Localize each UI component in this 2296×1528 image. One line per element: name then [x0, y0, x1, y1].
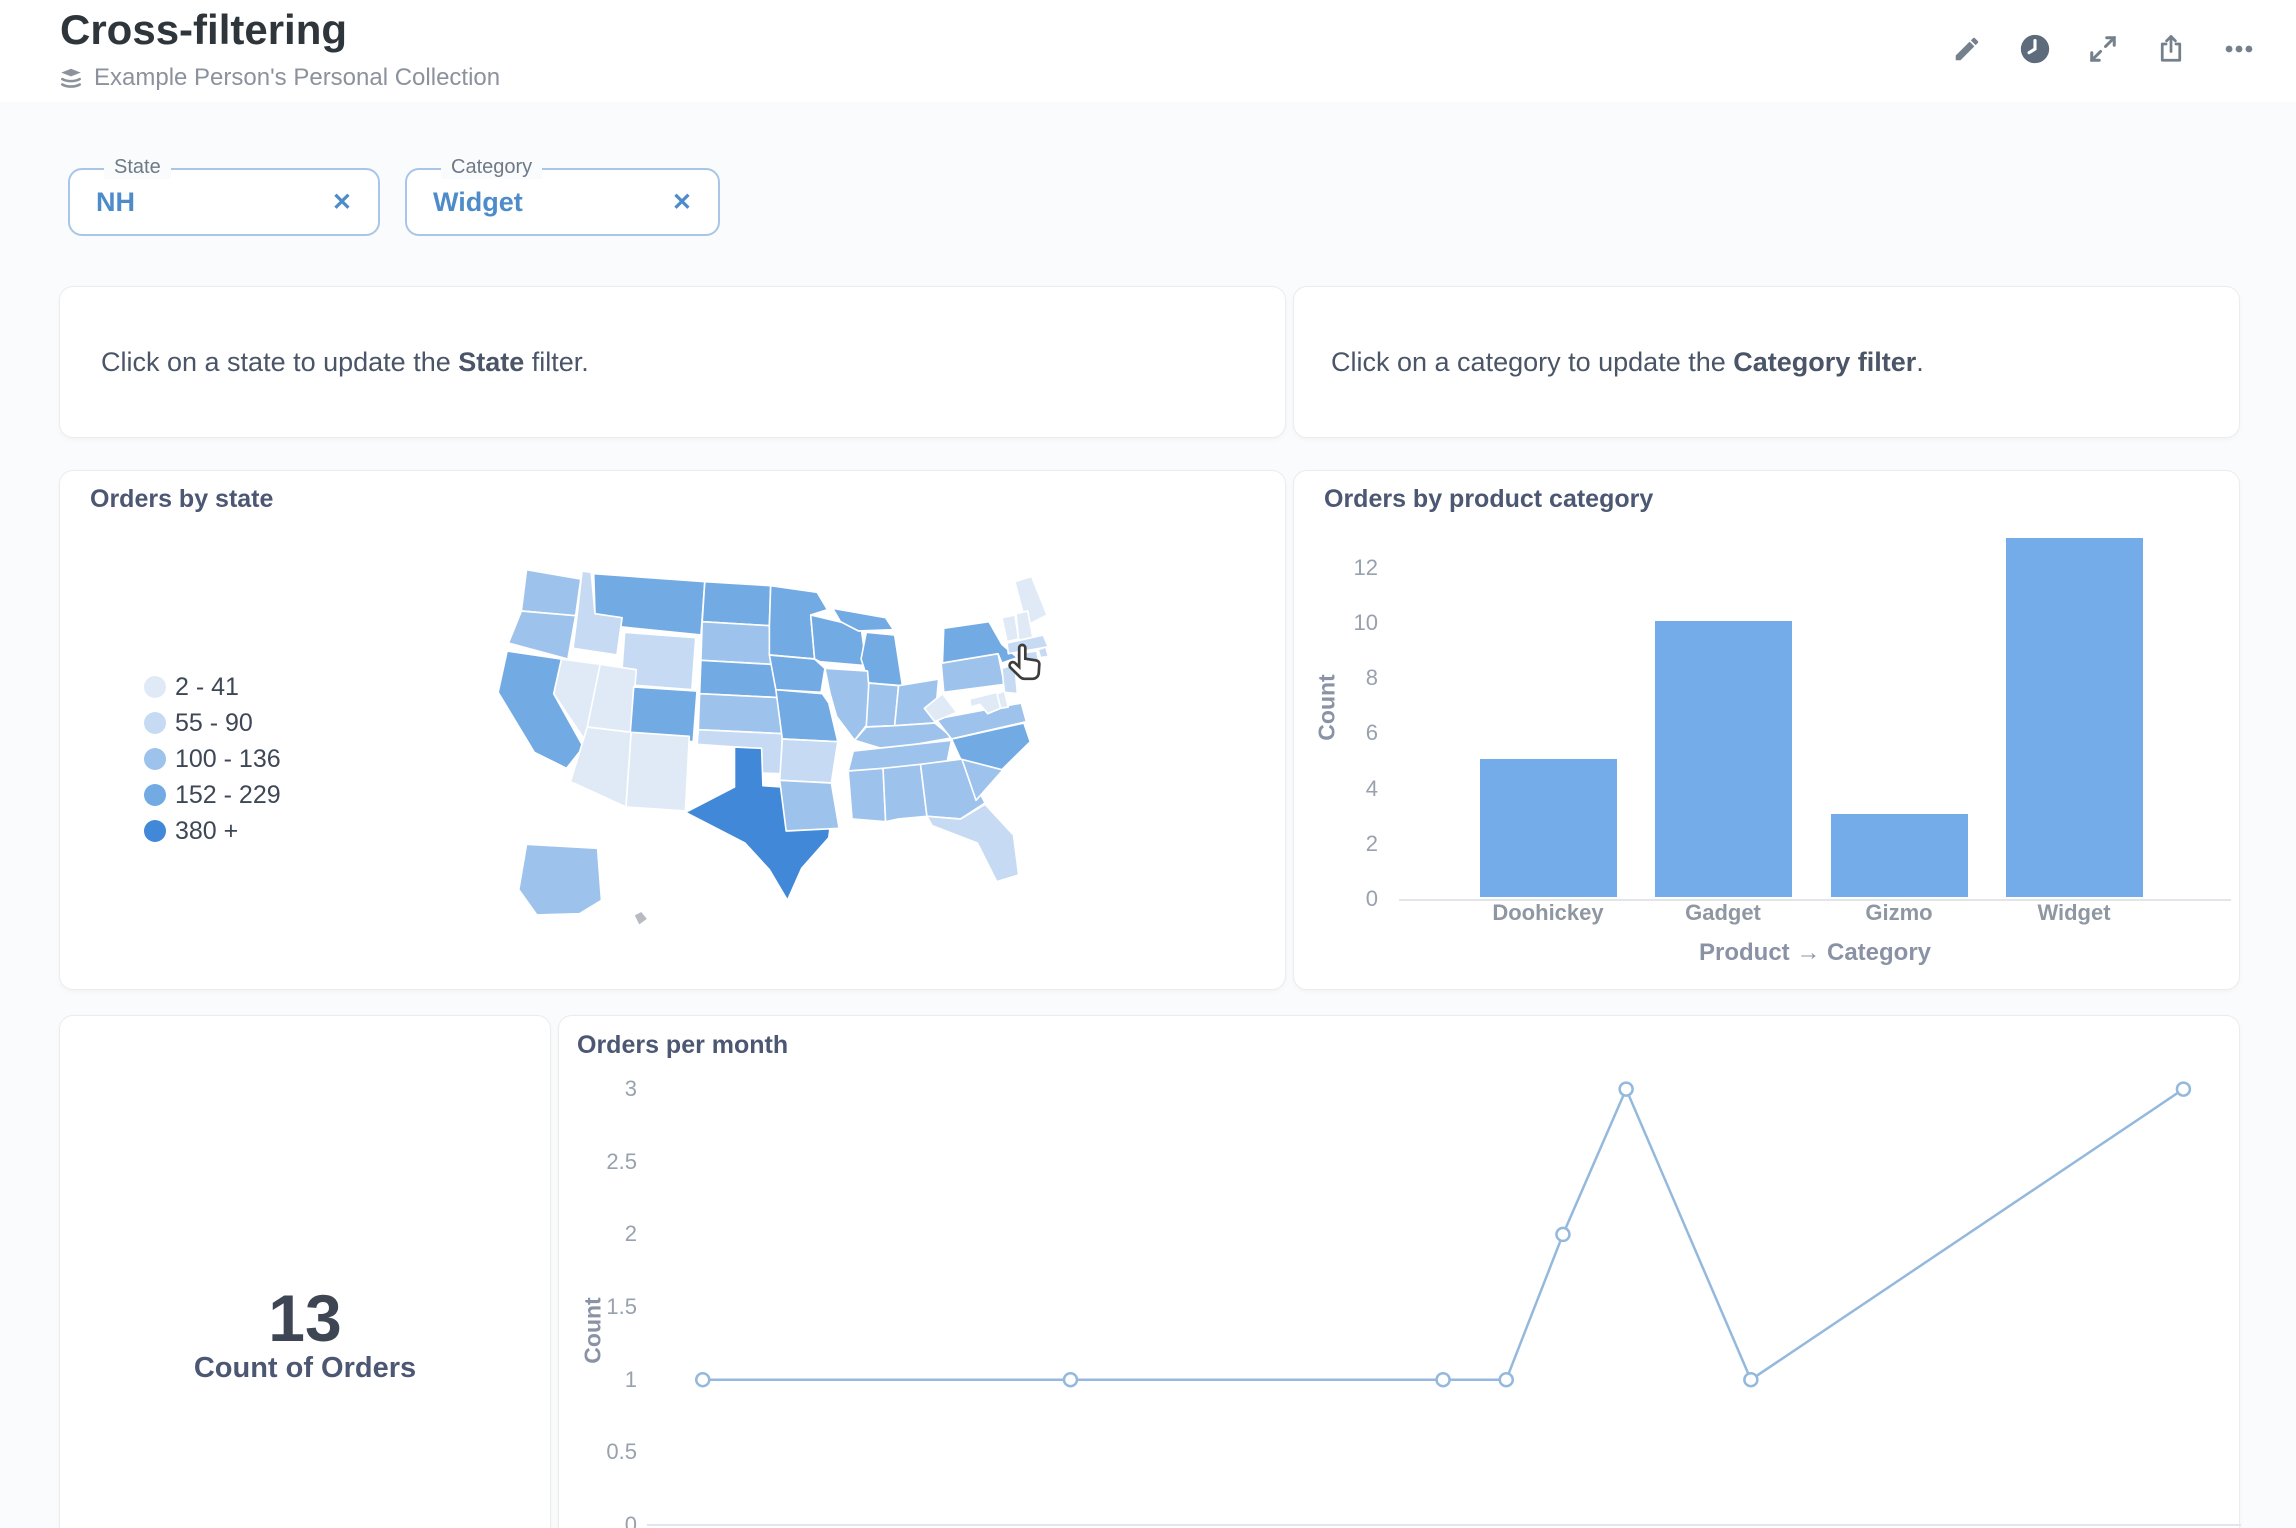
- collection-stack-icon: [61, 68, 81, 88]
- scalar-value: 13: [268, 1281, 342, 1355]
- state-ME[interactable]: [1013, 575, 1048, 627]
- us-choropleth-map[interactable]: [471, 551, 1091, 951]
- legend-item: 55 - 90: [144, 705, 281, 741]
- category-filter-clear-icon[interactable]: ✕: [671, 188, 692, 216]
- state-SD[interactable]: [700, 620, 772, 666]
- bar-x-tick-gadget: Gadget: [1685, 900, 1761, 925]
- state-FL[interactable]: [926, 803, 1020, 883]
- map-legend: 2 - 41 55 - 90 100 - 136 152 - 229 380 +: [144, 669, 281, 849]
- bar-x-axis-line: [1399, 899, 2231, 901]
- bar-x-tick-doohickey: Doohickey: [1492, 900, 1604, 925]
- category-filter-label: Category: [441, 156, 543, 179]
- state-WV[interactable]: [923, 692, 958, 723]
- state-filter-label: State: [104, 156, 171, 179]
- state-MD[interactable]: [968, 691, 1002, 715]
- state-filter-clear-icon[interactable]: ✕: [331, 188, 352, 216]
- count-of-orders-card[interactable]: 13 Count of Orders: [59, 1015, 551, 1528]
- line-chart-plot[interactable]: [559, 1016, 2241, 1528]
- state-AL[interactable]: [882, 763, 928, 823]
- toolbar: [1948, 30, 2258, 68]
- bar-y-axis: 0 2 4 6 8 10 12: [1353, 554, 1378, 911]
- legend-swatch: [144, 712, 166, 734]
- state-AR[interactable]: [778, 738, 839, 784]
- collection-name: Example Person's Personal Collection: [94, 64, 501, 91]
- line-data-point[interactable]: [1435, 1371, 1451, 1388]
- cursor-pointer: [1008, 643, 1041, 681]
- state-MS[interactable]: [847, 767, 887, 823]
- bar-gadget[interactable]: [1655, 621, 1792, 897]
- state-HI[interactable]: [632, 910, 649, 927]
- state-NM[interactable]: [625, 731, 691, 812]
- state-ND[interactable]: [701, 580, 772, 627]
- bar-y-axis-label: Count: [1313, 674, 1340, 741]
- line-data-point[interactable]: [1555, 1226, 1571, 1243]
- state-CA[interactable]: [497, 650, 585, 770]
- line-card-title: Orders per month: [577, 1031, 789, 1059]
- state-KS[interactable]: [697, 692, 784, 735]
- line-data-point[interactable]: [1618, 1081, 1634, 1097]
- scalar-label: Count of Orders: [193, 1352, 417, 1384]
- bar-x-axis-label: Product → Category: [1698, 939, 1932, 966]
- category-filter-value[interactable]: Widget: [433, 186, 523, 217]
- edit-pencil-icon[interactable]: [1948, 30, 1986, 68]
- state-ID[interactable]: [572, 570, 623, 656]
- state-MO[interactable]: [775, 688, 839, 743]
- line-data-point[interactable]: [1498, 1371, 1515, 1388]
- text-card-state-body: Click on a state to update the State fil…: [101, 346, 589, 377]
- state-NE[interactable]: [698, 659, 782, 699]
- line-data-point[interactable]: [694, 1371, 711, 1388]
- legend-item: 380 +: [144, 813, 281, 849]
- legend-swatch: [144, 676, 166, 698]
- legend-item: 100 - 136: [144, 741, 281, 777]
- state-OR[interactable]: [507, 610, 577, 660]
- auto-refresh-clock-icon[interactable]: [2016, 30, 2054, 68]
- legend-swatch: [144, 784, 166, 806]
- line-data-point[interactable]: [1062, 1371, 1079, 1388]
- fullscreen-icon[interactable]: [2084, 30, 2122, 68]
- orders-by-state-card: Orders by state 2 - 41 55 - 90 100 - 136…: [59, 470, 1286, 990]
- bar-gizmo[interactable]: [1831, 814, 1968, 897]
- orders-by-category-card[interactable]: Orders by product category 0 2 4 6 8 10 12 Cou…: [1293, 470, 2240, 990]
- line-data-point[interactable]: [1743, 1371, 1759, 1388]
- state-filter[interactable]: State NH ✕: [68, 156, 380, 236]
- line-y-axis: 0 0.5 1 1.5 2 2.5 3: [606, 1076, 637, 1528]
- text-card-category-body: Click on a category to update the Catego…: [1331, 346, 1924, 377]
- state-filter-value[interactable]: NH: [96, 186, 135, 217]
- orders-per-month-card[interactable]: Orders per month 0 0.5 1 1.5 2 2.5 3 Count: [558, 1015, 2241, 1528]
- ellipsis-icon[interactable]: [2220, 30, 2258, 68]
- state-WA[interactable]: [520, 568, 582, 617]
- map-card-title: Orders by state: [90, 485, 274, 513]
- state-RI[interactable]: [1037, 646, 1050, 659]
- text-card-category: Click on a category to update the Catego…: [1293, 286, 2240, 438]
- state-MA[interactable]: [1006, 634, 1050, 655]
- bar-x-tick-widget: Widget: [2037, 900, 2111, 925]
- state-TX[interactable]: [684, 746, 835, 902]
- page-title: Cross-filtering: [60, 6, 348, 53]
- legend-swatch: [144, 748, 166, 770]
- category-filter[interactable]: Category Widget ✕: [405, 156, 720, 236]
- bar-doohickey[interactable]: [1480, 759, 1617, 897]
- text-card-state: Click on a state to update the State fil…: [59, 286, 1286, 438]
- state-NY[interactable]: [941, 620, 1019, 664]
- legend-item: 152 - 229: [144, 777, 281, 813]
- legend-swatch: [144, 820, 166, 842]
- state-IN[interactable]: [865, 682, 900, 728]
- line-data-point[interactable]: [2175, 1081, 2192, 1097]
- state-AK[interactable]: [517, 843, 603, 916]
- legend-item: 2 - 41: [144, 669, 281, 705]
- state-MI-upper[interactable]: [831, 607, 895, 632]
- header: Cross-filtering Example Person's Persona…: [0, 0, 2296, 102]
- state-CO[interactable]: [629, 686, 698, 743]
- bar-card-title: Orders by product category: [1324, 485, 1654, 513]
- share-icon[interactable]: [2152, 30, 2190, 68]
- state-IA[interactable]: [768, 654, 826, 694]
- bar-widget[interactable]: [2006, 538, 2143, 897]
- state-LA[interactable]: [778, 779, 840, 832]
- bar-x-tick-gizmo: Gizmo: [1865, 900, 1933, 925]
- breadcrumb[interactable]: Example Person's Personal Collection: [58, 64, 500, 92]
